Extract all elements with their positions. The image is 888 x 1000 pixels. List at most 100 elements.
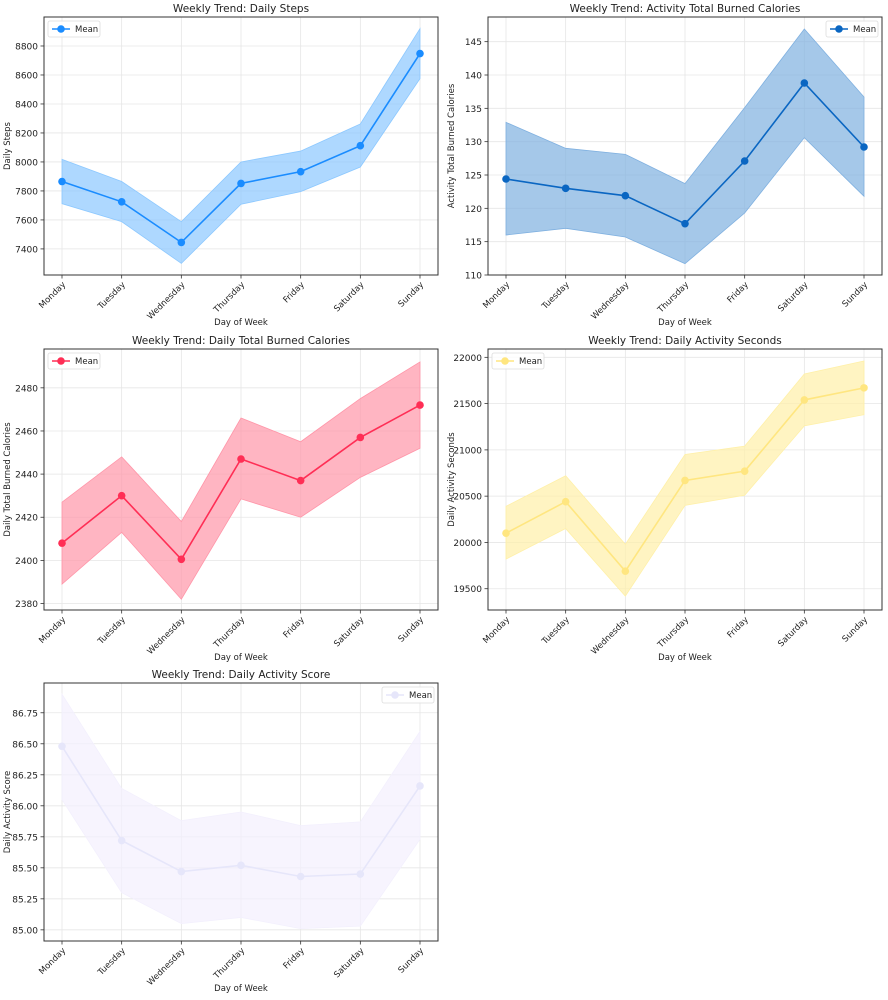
x-tick-label: Wednesday <box>146 280 188 322</box>
mean-point-thursday <box>237 861 245 870</box>
x-tick-label: Monday <box>481 280 512 311</box>
confidence-band <box>61 27 421 264</box>
x-axis-label: Day of Week <box>658 318 712 328</box>
y-tick-label: 20000 <box>453 539 482 549</box>
subplot-4: 85.00 85.25 85.50 85.75 86.00 86.25 86.50 86.75… <box>3 669 439 994</box>
confidence-band <box>61 361 421 600</box>
x-tick-label: Sunday <box>397 946 427 976</box>
y-tick-label: 85.75 <box>12 833 38 843</box>
mean-point-tuesday <box>561 184 570 193</box>
mean-point-thursday <box>237 455 245 463</box>
mean-point-sunday <box>416 401 424 409</box>
mean-point-saturday <box>356 141 365 150</box>
mean-point-thursday <box>681 476 689 485</box>
y-tick-label: 115 <box>465 238 482 248</box>
mean-point-sunday <box>860 384 868 392</box>
y-tick-label: 8400 <box>15 100 38 110</box>
mean-point-wednesday <box>621 567 630 575</box>
chart-title: Weekly Trend: Activity Total Burned Calo… <box>570 3 801 15</box>
mean-point-wednesday <box>177 867 186 876</box>
y-axis-label: Daily Steps <box>3 121 13 170</box>
y-tick-label: 21500 <box>453 400 482 410</box>
y-tick-label: 8200 <box>15 129 38 139</box>
x-axis-label: Day of Week <box>658 653 712 663</box>
x-axis-label: Day of Week <box>214 318 268 328</box>
legend-label: Mean <box>409 691 432 701</box>
x-tick-label: Monday <box>37 615 68 646</box>
legend-marker-icon <box>501 357 509 365</box>
x-tick-label: Friday <box>725 280 750 305</box>
y-tick-label: 22000 <box>453 354 482 364</box>
y-axis-label: Daily Activity Seconds <box>447 432 457 527</box>
y-tick-label: 19500 <box>453 585 482 595</box>
y-tick-label: 7400 <box>15 245 38 255</box>
y-tick-label: 145 <box>465 38 482 48</box>
y-axis-label: Daily Activity Score <box>3 771 13 854</box>
x-tick-label: Wednesday <box>590 615 632 657</box>
x-tick-label: Thursday <box>211 615 247 651</box>
y-tick-label: 140 <box>465 72 482 82</box>
x-tick-label: Sunday <box>397 615 427 645</box>
x-tick-label: Thursday <box>655 615 691 651</box>
x-tick-label: Wednesday <box>590 280 632 322</box>
y-tick-label: 7600 <box>15 216 38 226</box>
x-tick-label: Tuesday <box>96 946 128 978</box>
legend-box <box>47 352 101 370</box>
y-tick-label: 2460 <box>15 427 38 437</box>
y-axis-label: Daily Total Burned Calories <box>3 422 13 537</box>
mean-point-wednesday <box>177 555 186 564</box>
x-tick-label: Sunday <box>397 280 427 310</box>
mean-point-friday <box>296 476 305 485</box>
subplot-0: 7400 7600 7800 8000 8200 8400 8600 8800 Monday Tu… <box>3 3 439 328</box>
x-tick-label: Wednesday <box>146 615 188 657</box>
mean-point-monday <box>58 742 66 751</box>
legend: Mean <box>825 20 879 38</box>
legend-label: Mean <box>75 25 98 35</box>
x-tick-label: Sunday <box>841 615 871 645</box>
y-tick-label: 8000 <box>15 158 38 168</box>
x-tick-label: Thursday <box>655 280 691 316</box>
mean-point-saturday <box>356 870 365 878</box>
y-tick-label: 135 <box>465 105 482 115</box>
x-tick-label: Monday <box>37 280 68 311</box>
y-tick-label: 7800 <box>15 187 38 197</box>
mean-point-friday <box>296 167 305 176</box>
y-tick-label: 85.00 <box>12 926 38 936</box>
mean-point-tuesday <box>561 497 570 506</box>
x-tick-label: Saturday <box>332 280 366 314</box>
x-tick-label: Sunday <box>841 280 871 310</box>
x-tick-label: Wednesday <box>146 946 188 988</box>
y-tick-label: 120 <box>465 205 482 215</box>
legend-box <box>47 20 101 38</box>
mean-point-wednesday <box>621 191 630 200</box>
legend: Mean <box>491 352 545 370</box>
legend-label: Mean <box>853 25 876 35</box>
mean-point-tuesday <box>117 198 126 206</box>
subplot-3: 19500 20000 20500 21000 21500 22000 Monday Tues… <box>447 335 883 663</box>
mean-point-tuesday <box>117 491 126 500</box>
mean-point-sunday <box>416 49 424 58</box>
mean-point-saturday <box>800 396 809 404</box>
legend-marker-icon <box>835 25 843 33</box>
mean-point-sunday <box>860 143 868 151</box>
legend: Mean <box>47 20 101 38</box>
y-tick-label: 2400 <box>15 557 38 567</box>
mean-point-wednesday <box>177 238 186 247</box>
legend-label: Mean <box>519 357 542 367</box>
mean-point-saturday <box>800 79 809 87</box>
legend-marker-icon <box>391 691 399 699</box>
y-tick-label: 2440 <box>15 471 38 481</box>
mean-point-monday <box>58 177 66 186</box>
mean-point-friday <box>740 467 749 475</box>
x-tick-label: Saturday <box>776 615 810 649</box>
x-tick-label: Friday <box>281 615 306 640</box>
mean-point-saturday <box>356 433 365 442</box>
y-tick-label: 85.50 <box>12 864 38 874</box>
x-tick-label: Tuesday <box>540 280 572 312</box>
confidence-band <box>61 692 421 929</box>
x-tick-label: Friday <box>725 615 750 640</box>
chart-title: Weekly Trend: Daily Total Burned Calorie… <box>132 335 350 347</box>
y-tick-label: 130 <box>465 138 482 148</box>
mean-point-thursday <box>681 219 689 228</box>
x-tick-label: Friday <box>281 280 306 305</box>
